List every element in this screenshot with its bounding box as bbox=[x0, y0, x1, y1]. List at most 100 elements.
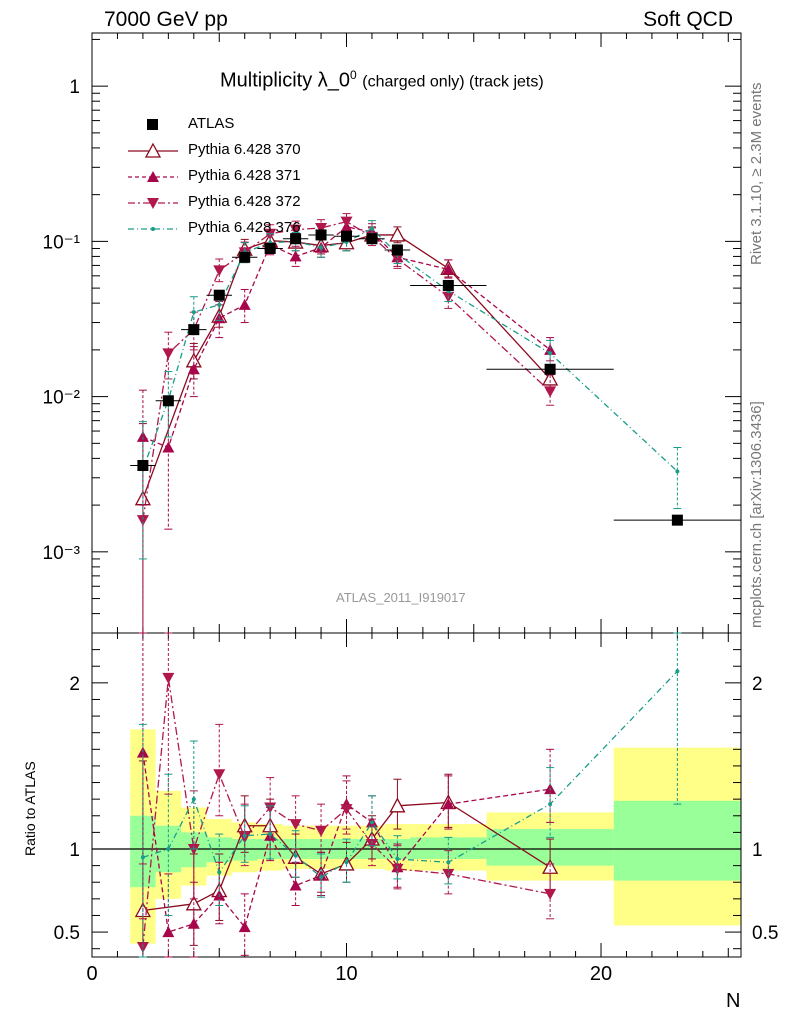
rivet-label: Rivet 3.1.10, ≥ 2.3M events bbox=[748, 82, 765, 266]
main-line-370 bbox=[142, 234, 551, 499]
x-tick-label-20: 20 bbox=[590, 963, 612, 985]
ratio-y-axis-label: Ratio to ATLAS bbox=[22, 761, 38, 856]
main-point-371-6 bbox=[289, 250, 302, 262]
ratio-point-370-9 bbox=[389, 797, 406, 813]
main-series-370 bbox=[134, 226, 559, 634]
main-series-atlas bbox=[130, 229, 741, 526]
legend-entry-atlas: ATLAS bbox=[126, 112, 386, 138]
ratio-y-tick-label-l-0.5: 0.5 bbox=[54, 923, 80, 944]
legend-entry-370: Pythia 6.428 370 bbox=[126, 138, 386, 164]
ratio-point-376-5 bbox=[268, 832, 273, 837]
main-point-372-7 bbox=[315, 222, 328, 234]
ratio-y-tick-label-r-1: 1 bbox=[752, 840, 763, 861]
ratio-point-376-1 bbox=[166, 847, 171, 851]
mcplots-label: mcplots.cern.ch [arXiv:1306.3436] bbox=[748, 401, 765, 628]
main-series-371 bbox=[136, 218, 557, 530]
ratio-frame bbox=[91, 632, 742, 958]
ratio-point-376-10 bbox=[395, 856, 400, 861]
ratio-bands bbox=[130, 729, 741, 944]
main-point-376-7 bbox=[319, 245, 324, 250]
atlas-point-3 bbox=[213, 289, 225, 301]
ratio-point-376-11 bbox=[446, 860, 451, 865]
x-tick-label-10: 10 bbox=[335, 963, 357, 985]
main-line-371 bbox=[142, 226, 551, 449]
atlas-point-8 bbox=[341, 230, 353, 242]
ratio-point-372-0 bbox=[136, 942, 149, 954]
category-label: Soft QCD bbox=[643, 8, 733, 31]
x-tick-label-0: 0 bbox=[86, 963, 97, 985]
ratio-point-376-9 bbox=[369, 820, 374, 825]
analysis-ref: ATLAS_2011_I919017 bbox=[336, 590, 466, 605]
plot-title: Multiplicity λ_00 (charged only) (track … bbox=[220, 68, 544, 93]
main-point-372-1 bbox=[162, 348, 175, 360]
ratio-point-371-6 bbox=[289, 879, 302, 891]
ratio-point-371-4 bbox=[238, 921, 251, 933]
plot-title-main: Multiplicity λ_0 bbox=[220, 69, 351, 92]
main-point-370-9 bbox=[389, 226, 406, 242]
ratio-point-376-4 bbox=[242, 833, 247, 838]
main-point-372-8 bbox=[340, 216, 353, 228]
atlas-point-11 bbox=[442, 279, 454, 291]
main-point-376-12 bbox=[548, 351, 553, 356]
atlas-point-0 bbox=[137, 459, 149, 471]
ratio-line-376 bbox=[142, 670, 678, 879]
atlas-point-6 bbox=[290, 233, 302, 245]
main-point-372-0 bbox=[136, 515, 149, 527]
ratio-point-376-8 bbox=[344, 860, 349, 865]
main-line-376 bbox=[142, 227, 678, 472]
legend-entry-376: Pythia 6.428 376 bbox=[126, 216, 386, 242]
y-tick-label-1: 10⁻¹ bbox=[43, 232, 81, 253]
band-green-13 bbox=[613, 800, 741, 881]
ratio-y-tick-label-l-2: 2 bbox=[69, 674, 80, 695]
atlas-point-4 bbox=[239, 251, 251, 263]
ratio-point-376-13 bbox=[675, 669, 680, 674]
main-line-372 bbox=[142, 220, 551, 521]
main-series-372 bbox=[136, 213, 557, 634]
ratio-point-372-6 bbox=[289, 819, 302, 831]
atlas-point-12 bbox=[544, 363, 556, 375]
legend-marker-370 bbox=[128, 142, 178, 158]
ratio-point-372-8 bbox=[340, 804, 353, 816]
ratio-point-371-1 bbox=[162, 926, 175, 938]
ratio-point-372-1 bbox=[162, 672, 175, 684]
main-point-371-11 bbox=[442, 263, 455, 275]
legend-marker-371 bbox=[128, 171, 178, 182]
legend: ATLAS Pythia 6.428 370 Pythia 6.428 371 … bbox=[126, 112, 386, 242]
legend-label-376: Pythia 6.428 376 bbox=[188, 219, 301, 236]
legend-label-370: Pythia 6.428 370 bbox=[188, 141, 301, 158]
main-point-371-0 bbox=[136, 430, 149, 442]
ratio-y-tick-label-l-1: 1 bbox=[69, 840, 80, 861]
ratio-point-372-10 bbox=[391, 863, 404, 875]
atlas-point-5 bbox=[264, 242, 276, 254]
ratio-point-376-6 bbox=[293, 853, 298, 858]
y-tick-label-2: 10⁻² bbox=[43, 388, 81, 409]
main-point-371-4 bbox=[238, 298, 251, 310]
ratio-y-tick-label-r-0.5: 0.5 bbox=[752, 923, 778, 944]
ratio-series-376 bbox=[138, 632, 682, 958]
legend-label-372: Pythia 6.428 372 bbox=[188, 193, 301, 210]
main-point-371-2 bbox=[187, 363, 200, 375]
atlas-point-10 bbox=[391, 244, 403, 256]
ratio-y-tick-label-r-2: 2 bbox=[752, 674, 763, 695]
atlas-point-9 bbox=[366, 233, 378, 245]
main-point-376-9 bbox=[369, 226, 374, 231]
ratio-point-371-11 bbox=[442, 798, 455, 810]
x-axis-label: N bbox=[726, 990, 741, 1012]
legend-marker-376 bbox=[128, 227, 178, 231]
main-point-372-6 bbox=[289, 224, 302, 236]
main-point-372-12 bbox=[544, 386, 557, 398]
main-point-376-2 bbox=[191, 310, 196, 315]
legend-label-atlas: ATLAS bbox=[188, 115, 235, 132]
legend-entry-372: Pythia 6.428 372 bbox=[126, 190, 386, 216]
ratio-point-371-2 bbox=[187, 917, 200, 929]
ratio-point-372-7 bbox=[315, 825, 328, 837]
ratio-point-372-12 bbox=[544, 888, 557, 900]
ratio-point-376-3 bbox=[217, 870, 222, 875]
plot-title-sup: 0 bbox=[350, 68, 357, 82]
y-tick-label-0: 1 bbox=[69, 77, 80, 98]
energy-label: 7000 GeV pp bbox=[104, 8, 228, 31]
atlas-point-1 bbox=[162, 395, 174, 407]
main-point-372-3 bbox=[213, 265, 226, 277]
ratio-point-376-7 bbox=[319, 875, 324, 880]
